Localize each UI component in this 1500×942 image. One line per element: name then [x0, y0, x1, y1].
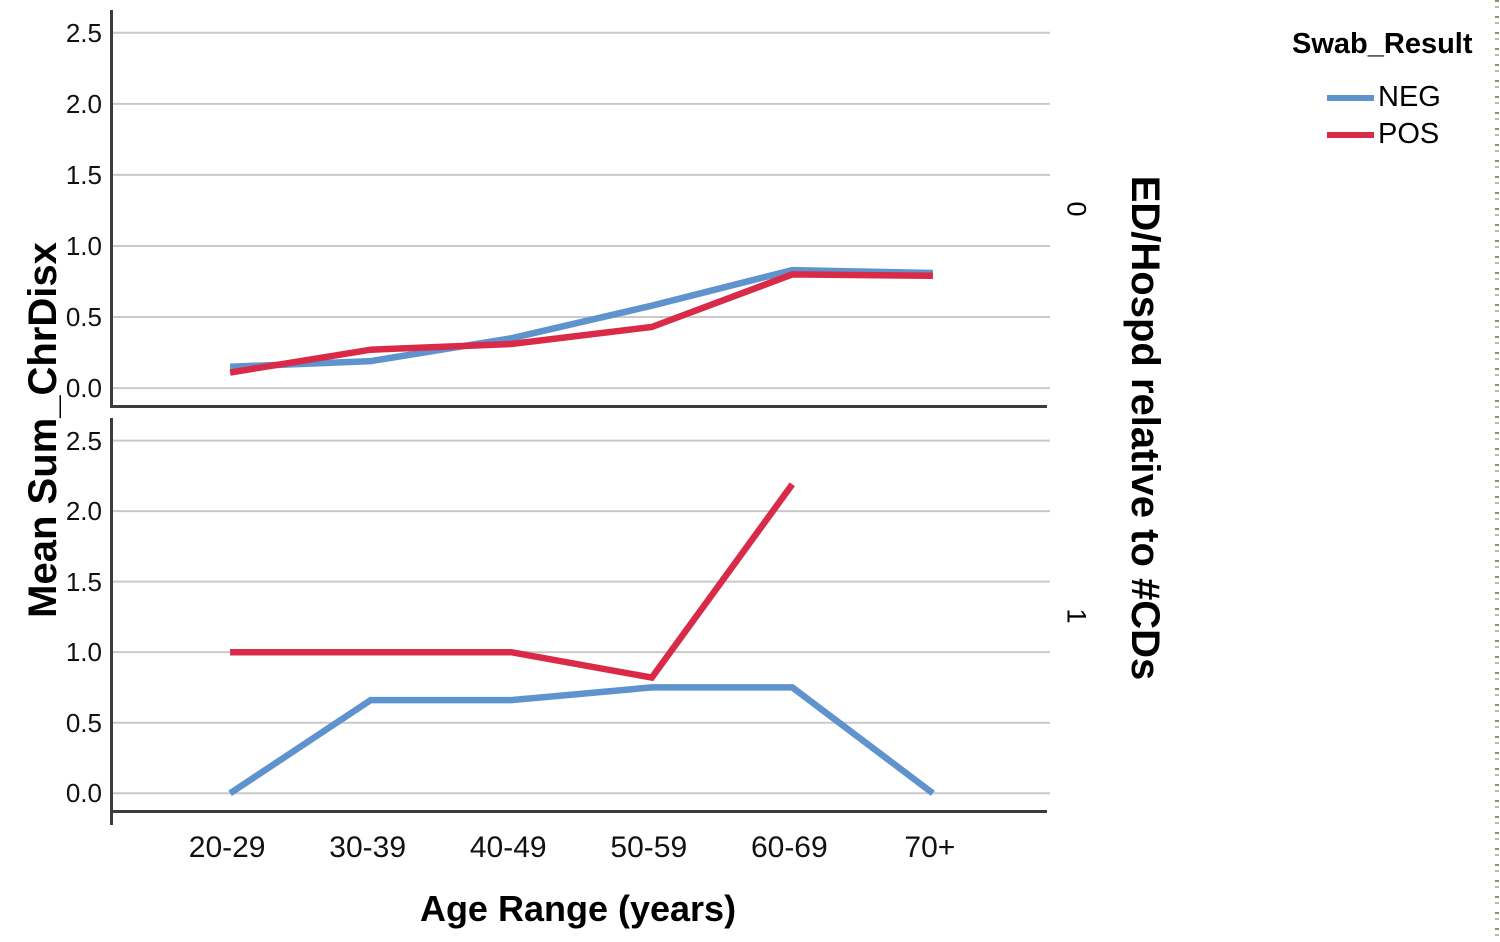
x-tick-label: 70+	[904, 831, 956, 864]
legend-item-pos: POS	[1327, 116, 1497, 153]
x-tick-label: 20-29	[188, 831, 266, 864]
y-tick-label: 1.5	[65, 159, 102, 190]
panel-0	[110, 10, 1050, 408]
y-tick-label: 0.5	[65, 302, 102, 333]
series-line-pos	[230, 482, 795, 682]
legend: Swab_Result NEG POS	[1292, 30, 1497, 153]
y-tick-label: 0.0	[65, 778, 102, 809]
y-tick-label: 0.5	[65, 707, 102, 738]
y-tick-label: 1.5	[65, 566, 102, 597]
panel-label-1: 1	[1061, 607, 1092, 624]
x-axis-title: Age Range (years)	[419, 888, 737, 929]
panel-1	[110, 418, 1050, 813]
y-tick-label: 0.0	[65, 373, 102, 404]
legend-line-swatch-pos-icon	[1327, 131, 1374, 138]
series-line-pos	[229, 271, 933, 376]
panel-variable-title: ED/Hospd relative to #CDs	[1123, 175, 1167, 681]
y-tick-label: 1.0	[65, 637, 102, 668]
y-tick-label: 2.5	[65, 17, 102, 48]
x-tick-label: 50-59	[610, 831, 688, 864]
legend-label: POS	[1378, 118, 1440, 150]
series-line-neg	[229, 266, 933, 371]
legend-items: NEG POS	[1292, 79, 1497, 153]
series-line-neg	[228, 684, 935, 797]
y-tick-label: 1.0	[65, 230, 102, 261]
legend-line-swatch-neg-icon	[1327, 94, 1374, 101]
x-tick-label: 40-49	[469, 831, 547, 864]
y-tick-label: 2.0	[65, 88, 102, 119]
x-tick-label: 30-39	[329, 831, 407, 864]
panel-label-0: 0	[1061, 201, 1092, 217]
legend-label: NEG	[1378, 81, 1441, 113]
y-tick-label: 2.0	[65, 496, 102, 527]
selection-border	[1495, 0, 1499, 942]
axis-corner-tick	[110, 813, 113, 825]
legend-title: Swab_Result	[1292, 28, 1473, 60]
x-tick-label: 60-69	[750, 831, 828, 864]
y-tick-label: 2.5	[65, 425, 102, 456]
legend-item-neg: NEG	[1327, 79, 1497, 116]
